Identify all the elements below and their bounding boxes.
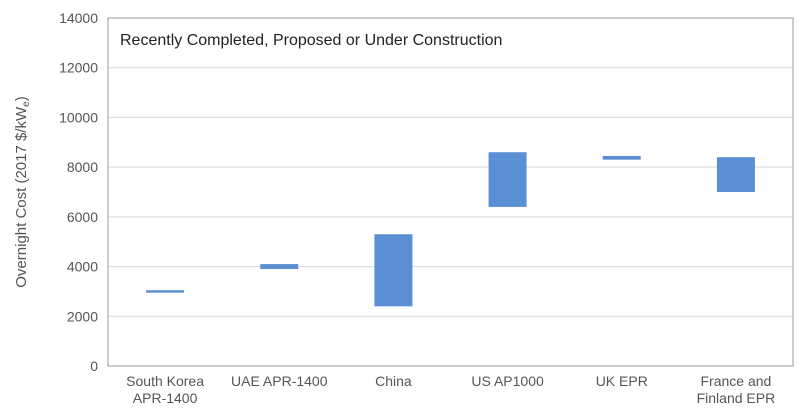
range-bars	[146, 152, 755, 307]
chart-title: Recently Completed, Proposed or Under Co…	[120, 32, 502, 49]
plot-area-frame	[107, 17, 794, 367]
x-category-label: Finland EPR	[697, 390, 776, 406]
y-tick-label: 4000	[67, 259, 98, 275]
y-tick-label: 12000	[59, 60, 98, 76]
x-category-label: APR-1400	[133, 390, 198, 406]
y-tick-label: 8000	[67, 159, 98, 175]
x-category-label: UAE APR-1400	[231, 373, 328, 389]
x-category-label: South Korea	[126, 373, 204, 389]
y-tick-label: 14000	[59, 10, 98, 26]
range-bar	[602, 155, 641, 160]
y-tick-label: 2000	[67, 308, 98, 324]
y-axis-title-subscript: e	[21, 101, 32, 107]
range-bar	[146, 290, 185, 293]
y-tick-label: 6000	[67, 209, 98, 225]
x-category-label: UK EPR	[596, 373, 648, 389]
gridlines	[108, 17, 793, 367]
y-axis-title-end: )	[13, 96, 30, 101]
y-tick-label: 0	[90, 358, 98, 374]
range-bar	[374, 234, 413, 307]
range-bar	[260, 264, 299, 270]
x-category-label: US AP1000	[471, 373, 544, 389]
y-axis-title-main: Overnight Cost (2017 $/kW	[13, 106, 30, 288]
range-bar	[716, 157, 755, 192]
y-axis-title: Overnight Cost (2017 $/kWe)	[13, 96, 32, 287]
x-category-label: China	[375, 373, 412, 389]
y-tick-labels: 0 2000 4000 6000 8000 10000 12000 14000	[59, 10, 98, 374]
range-bar	[488, 152, 527, 207]
x-category-label: France and	[701, 373, 772, 389]
y-tick-label: 10000	[59, 109, 98, 125]
